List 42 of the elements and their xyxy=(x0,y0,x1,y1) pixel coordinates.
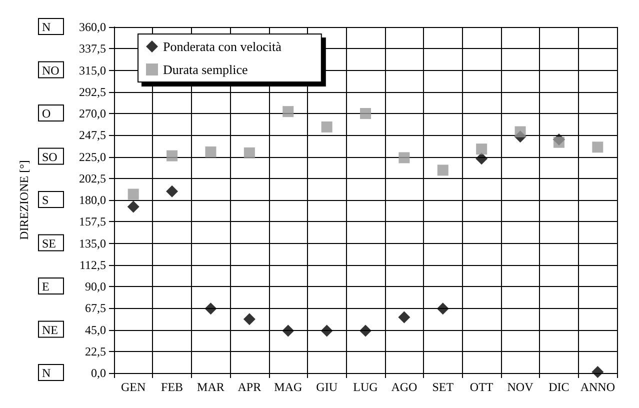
x-tick-label: GIU xyxy=(316,380,338,394)
x-tick-label: SET xyxy=(432,380,454,394)
y-tick-label: 45,0 xyxy=(85,322,106,337)
x-tick-label: GEN xyxy=(121,380,146,394)
y-tick-label: 157,5 xyxy=(79,214,106,229)
y-tick-label: 180,0 xyxy=(79,193,106,207)
x-tick-label: MAG xyxy=(274,380,302,394)
y-tick-label: 270,0 xyxy=(79,106,106,120)
y-tick-label: 292,5 xyxy=(79,84,106,99)
text: O xyxy=(42,106,51,120)
y-tick-label: 22,5 xyxy=(85,344,106,358)
text: NO xyxy=(42,63,60,78)
text: NE xyxy=(42,322,58,337)
y-axis-title: DIREZIONE [°] xyxy=(17,160,31,240)
x-tick-label: AGO xyxy=(391,380,418,394)
y-tick-label: 225,0 xyxy=(79,150,106,164)
text: N xyxy=(42,366,51,380)
x-tick-label: NOV xyxy=(507,380,534,394)
y-tick-label: 67,5 xyxy=(85,301,106,316)
y-tick-label: 135,0 xyxy=(79,236,106,250)
x-tick-label: OTT xyxy=(470,380,494,394)
y-tick-label: 247,5 xyxy=(79,128,106,142)
y-tick-label: 315,0 xyxy=(79,63,106,78)
x-tick-label: ANNO xyxy=(580,380,616,394)
x-tick-label: MAR xyxy=(197,380,224,394)
y-tick-label: 90,0 xyxy=(85,280,106,294)
y-tick-label: 202,5 xyxy=(79,171,106,186)
text: N xyxy=(42,20,51,34)
text: S xyxy=(42,193,49,207)
text: E xyxy=(42,280,50,294)
legend-label: Durata semplice xyxy=(163,62,248,77)
legend-label: Ponderata con velocità xyxy=(163,39,282,54)
y-tick-label: 337,5 xyxy=(79,42,106,56)
text: SO xyxy=(42,150,58,164)
x-tick-label: LUG xyxy=(353,380,378,394)
x-tick-label: DIC xyxy=(548,380,570,394)
y-tick-label: 0,0 xyxy=(91,366,106,380)
y-tick-label: 112,5 xyxy=(79,258,106,272)
x-tick-label: APR xyxy=(238,380,262,394)
text: SE xyxy=(42,236,56,250)
x-tick-label: FEB xyxy=(161,380,184,394)
y-tick-label: 360,0 xyxy=(79,20,106,34)
